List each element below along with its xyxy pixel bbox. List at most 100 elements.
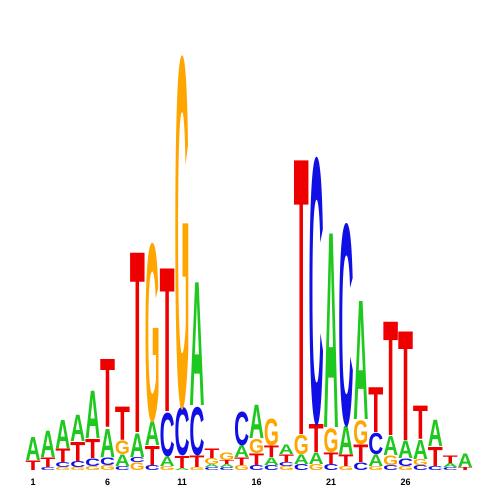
letter-glyph: A bbox=[204, 463, 219, 468]
letter-stack-item: T bbox=[175, 452, 190, 472]
letter-stack-item: A bbox=[249, 395, 264, 448]
letter-glyph: T bbox=[145, 440, 160, 472]
letter-glyph: G bbox=[160, 465, 175, 471]
letter-stack-item: T bbox=[264, 443, 279, 461]
letter-glyph: A bbox=[40, 422, 55, 466]
letter-glyph: G bbox=[175, 0, 190, 500]
letter-glyph: G bbox=[55, 466, 70, 471]
letter-glyph: T bbox=[249, 451, 264, 469]
letter-stack-item: A bbox=[398, 435, 413, 463]
letter-glyph: C bbox=[413, 464, 428, 472]
letter-stack-item: T bbox=[55, 445, 71, 467]
letter-glyph: T bbox=[264, 443, 279, 461]
letter-stack-item: A bbox=[383, 431, 398, 461]
x-tick-label: 1 bbox=[30, 477, 35, 487]
letter-glyph: C bbox=[40, 466, 55, 471]
letter-stack-item: A bbox=[443, 462, 458, 468]
letter-glyph: A bbox=[398, 435, 413, 463]
letter-glyph: T bbox=[160, 224, 175, 456]
letter-glyph: G bbox=[115, 438, 130, 459]
letter-stack-item: T bbox=[383, 285, 398, 470]
letter-stack-item: T bbox=[234, 456, 249, 468]
letter-stack-item: G bbox=[338, 465, 353, 471]
letter-stack-item: G bbox=[368, 465, 383, 471]
letter-glyph: C bbox=[204, 466, 219, 471]
letter-stack-item: T bbox=[324, 450, 339, 468]
letter-glyph: T bbox=[40, 455, 55, 470]
letter-glyph: A bbox=[55, 410, 70, 457]
letter-stack-item: G bbox=[175, 0, 190, 500]
letter-stack-item: C bbox=[70, 460, 85, 469]
letter-glyph: A bbox=[234, 442, 250, 460]
letter-glyph: G bbox=[234, 464, 249, 472]
letter-glyph: T bbox=[279, 453, 294, 465]
letter-stack-item: A bbox=[338, 416, 353, 463]
letter-stack-item: T bbox=[189, 453, 204, 471]
letter-glyph: T bbox=[338, 452, 353, 470]
letter-glyph: C bbox=[249, 464, 264, 472]
letter-stack-item: C bbox=[100, 455, 115, 468]
letter-glyph: T bbox=[130, 197, 145, 488]
letter-glyph: A bbox=[413, 435, 428, 465]
letter-stack-item: C bbox=[219, 466, 234, 471]
letter-glyph: A bbox=[443, 462, 458, 468]
x-tick-label: 26 bbox=[400, 477, 410, 487]
letter-stack-item: T bbox=[353, 441, 368, 468]
letter-glyph: C bbox=[294, 463, 309, 472]
letter-stack-item: A bbox=[25, 430, 40, 467]
letter-stack-item: A bbox=[309, 449, 325, 467]
letter-glyph: C bbox=[234, 402, 249, 455]
letter-stack-item: A bbox=[115, 451, 131, 469]
letter-glyph: C bbox=[323, 463, 338, 472]
letter-glyph: C bbox=[100, 455, 115, 468]
letter-stack-item: G bbox=[413, 458, 428, 467]
letter-stack-item: C bbox=[294, 463, 309, 472]
letter-glyph: T bbox=[55, 445, 71, 467]
letter-stack-item: G bbox=[353, 413, 368, 451]
letter-stack-item: C bbox=[189, 393, 204, 470]
letter-stack-item: T bbox=[40, 455, 55, 470]
letter-glyph: T bbox=[368, 375, 383, 446]
letter-stack-item: A bbox=[175, 468, 190, 471]
letter-stack-item: T bbox=[279, 453, 294, 465]
letter-glyph: T bbox=[353, 441, 368, 468]
letter-glyph: C bbox=[383, 464, 398, 472]
letter-stack-item: A bbox=[264, 455, 279, 468]
letter-glyph: C bbox=[279, 461, 294, 467]
letter-stack-item: G bbox=[264, 411, 279, 454]
letter-stack-item: A bbox=[204, 463, 219, 468]
letter-stack-item: A bbox=[234, 442, 250, 460]
letter-glyph: A bbox=[264, 455, 279, 468]
letter-glyph: A bbox=[294, 452, 309, 468]
letter-glyph: G bbox=[309, 463, 324, 472]
letter-stack-item: A bbox=[428, 411, 443, 455]
letter-glyph: A bbox=[383, 431, 398, 461]
letter-glyph: T bbox=[189, 453, 204, 471]
letter-glyph: T bbox=[428, 441, 443, 473]
x-tick-label: 6 bbox=[105, 477, 110, 487]
letter-stack-item: T bbox=[130, 197, 145, 488]
letter-glyph: G bbox=[145, 192, 160, 475]
letter-glyph: A bbox=[189, 243, 204, 442]
letter-glyph: A bbox=[115, 451, 131, 469]
letter-glyph: A bbox=[145, 415, 160, 454]
letter-glyph: G bbox=[383, 453, 398, 469]
letter-stack-item: C bbox=[234, 402, 249, 455]
letter-glyph: T bbox=[26, 458, 41, 473]
letter-stack-item: C bbox=[428, 465, 443, 471]
letter-stack-item: G bbox=[189, 466, 204, 471]
letter-stack-item: A bbox=[458, 451, 473, 472]
letter-glyph: C bbox=[145, 464, 160, 472]
letter-glyph: C bbox=[219, 466, 234, 471]
letter-glyph: G bbox=[100, 464, 115, 472]
letter-glyph: T bbox=[398, 297, 413, 473]
letter-stack-item: T bbox=[294, 74, 309, 500]
letter-stack-item: A bbox=[85, 376, 100, 453]
letter-stack-item: A bbox=[368, 451, 384, 469]
letter-stack-item: T bbox=[219, 459, 234, 465]
letter-glyph: T bbox=[204, 446, 219, 461]
letter-glyph: T bbox=[324, 450, 339, 468]
letter-stack-item: T bbox=[145, 440, 160, 472]
letter-glyph: C bbox=[309, 79, 324, 500]
